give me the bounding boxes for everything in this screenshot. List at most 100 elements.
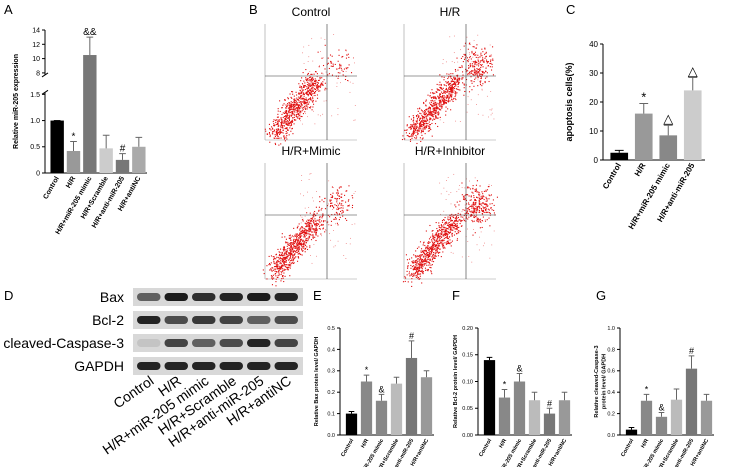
event-dot <box>335 245 336 246</box>
event-dot <box>324 68 325 69</box>
event-dot <box>446 180 447 181</box>
event-dot <box>287 242 288 243</box>
event-dot <box>284 99 285 100</box>
event-dot <box>452 89 453 90</box>
event-dot <box>454 98 455 99</box>
event-dot <box>283 259 284 260</box>
event-dot <box>429 267 430 268</box>
event-dot <box>433 257 434 258</box>
event-dot <box>418 258 419 259</box>
event-dot <box>302 84 303 85</box>
event-dot <box>284 264 285 265</box>
event-dot <box>481 209 482 210</box>
event-dot <box>293 251 294 252</box>
event-dot <box>422 268 423 269</box>
event-dot <box>286 111 287 112</box>
event-dot <box>474 200 475 201</box>
event-dot <box>287 132 288 133</box>
event-dot <box>444 92 445 93</box>
event-dot <box>291 247 292 248</box>
event-dot <box>445 229 446 230</box>
event-dot <box>460 223 461 224</box>
event-dot <box>479 70 480 71</box>
event-dot <box>475 77 476 78</box>
event-dot <box>427 120 428 121</box>
event-dot <box>314 232 315 233</box>
event-dot <box>301 231 302 232</box>
event-dot <box>422 271 423 272</box>
event-dot <box>428 250 429 251</box>
event-dot <box>416 120 417 121</box>
event-dot <box>483 206 484 207</box>
event-dot <box>308 207 309 208</box>
y-tick-label: 1.5 <box>30 92 40 99</box>
event-dot <box>313 222 314 223</box>
event-dot <box>453 223 454 224</box>
event-dot <box>350 238 351 239</box>
event-dot <box>283 272 284 273</box>
event-dot <box>301 235 302 236</box>
event-dot <box>279 254 280 255</box>
event-dot <box>299 253 300 254</box>
event-dot <box>440 249 441 250</box>
event-dot <box>434 237 435 238</box>
event-dot <box>464 46 465 47</box>
event-dot <box>421 125 422 126</box>
event-dot <box>295 251 296 252</box>
event-dot <box>293 228 294 229</box>
event-dot <box>446 89 447 90</box>
event-dot <box>279 138 280 139</box>
event-dot <box>307 230 308 231</box>
event-dot <box>354 193 355 194</box>
event-dot <box>441 107 442 108</box>
event-dot <box>403 281 404 282</box>
event-dot <box>462 217 463 218</box>
event-dot <box>281 119 282 120</box>
event-dot <box>456 217 457 218</box>
event-dot <box>452 235 453 236</box>
event-dot <box>304 96 305 97</box>
significance-mark: * <box>503 380 507 390</box>
event-dot <box>420 118 421 119</box>
event-dot <box>453 222 454 223</box>
event-dot <box>462 257 463 258</box>
event-dot <box>453 81 454 82</box>
event-dot <box>447 228 448 229</box>
event-dot <box>449 239 450 240</box>
event-dot <box>288 264 289 265</box>
event-dot <box>343 212 344 213</box>
event-dot <box>451 242 452 243</box>
event-dot <box>436 92 437 93</box>
event-dot <box>272 132 273 133</box>
event-dot <box>312 83 313 84</box>
event-dot <box>428 108 429 109</box>
event-dot <box>487 198 488 199</box>
event-dot <box>319 222 320 223</box>
event-dot <box>280 257 281 258</box>
event-dot <box>315 224 316 225</box>
event-dot <box>275 258 276 259</box>
event-dot <box>296 92 297 93</box>
event-dot <box>480 81 481 82</box>
event-dot <box>277 114 278 115</box>
event-dot <box>286 249 287 250</box>
y-axis-label: Relative Bax protein level/ GAPDH <box>314 337 320 427</box>
event-dot <box>312 97 313 98</box>
event-dot <box>289 262 290 263</box>
protein-label: Bcl-2 <box>92 312 124 328</box>
event-dot <box>471 72 472 73</box>
event-dot <box>471 206 472 207</box>
event-dot <box>280 255 281 256</box>
event-dot <box>269 132 270 133</box>
event-dot <box>274 266 275 267</box>
event-dot <box>307 102 308 103</box>
event-dot <box>287 256 288 257</box>
event-dot <box>448 99 449 100</box>
event-dot <box>302 90 303 91</box>
event-dot <box>421 132 422 133</box>
event-dot <box>479 201 480 202</box>
event-dot <box>289 120 290 121</box>
event-dot <box>303 72 304 73</box>
event-dot <box>447 243 448 244</box>
event-dot <box>453 87 454 88</box>
